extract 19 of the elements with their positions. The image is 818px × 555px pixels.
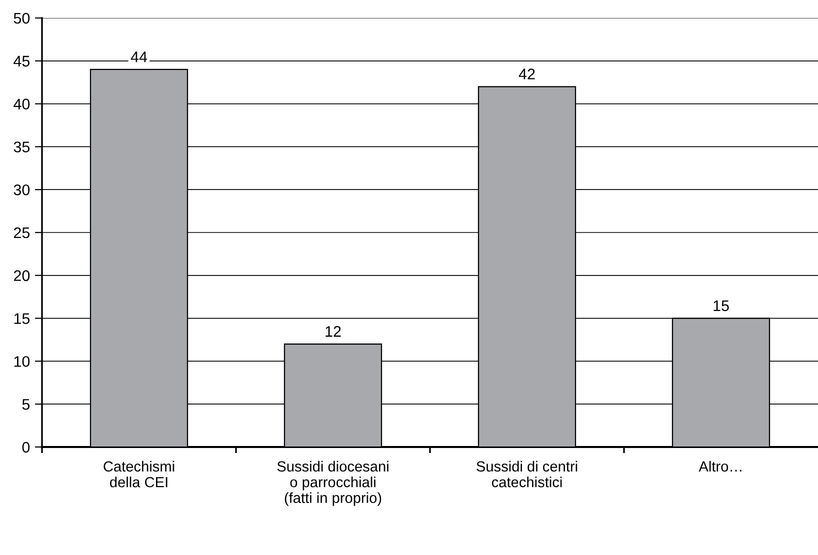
data-label: 42	[518, 68, 535, 80]
x-tick-label: Sussidi diocesani o parrocchiali (fatti in proprio)	[277, 460, 388, 506]
y-tick-label: 25	[14, 227, 30, 238]
y-tick-label: 0	[22, 442, 30, 453]
data-label: 44	[130, 52, 148, 62]
y-tick-label: 30	[14, 184, 30, 196]
data-label: 15	[714, 300, 729, 312]
x-tick-label: Sussidi di centri catechistici	[476, 460, 578, 488]
data-label: 12	[326, 326, 341, 337]
y-tick-label: 15	[14, 313, 30, 324]
x-tick-label: Altro…	[698, 460, 742, 472]
y-tick-label: 40	[14, 98, 30, 110]
y-tick-label: 35	[14, 142, 30, 152]
y-tick-label: 50	[14, 12, 30, 24]
y-tick-label: 20	[14, 270, 30, 282]
y-tick-label: 10	[14, 356, 30, 367]
x-tick-label: Catechismi della CEI	[104, 460, 174, 488]
y-tick-label: 5	[22, 399, 30, 410]
y-tick-label: 45	[14, 56, 30, 67]
